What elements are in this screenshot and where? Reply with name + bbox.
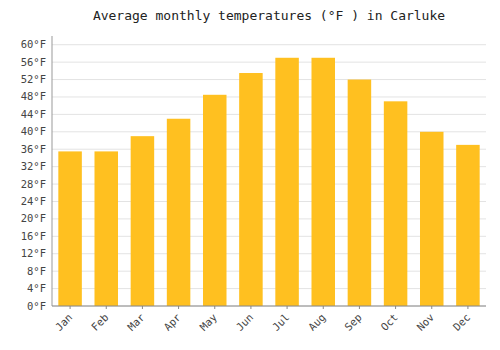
y-tick-label: 12°F	[21, 247, 46, 259]
x-tick-label: Feb	[89, 311, 111, 333]
x-tick	[323, 306, 324, 309]
x-tick	[431, 306, 432, 309]
y-tick-label: 48°F	[21, 90, 46, 102]
bar	[167, 119, 191, 306]
x-tick	[214, 306, 215, 309]
bar	[456, 145, 480, 306]
bar	[131, 136, 155, 306]
x-tick-label: Nov	[414, 311, 436, 333]
y-tick-label: 24°F	[21, 195, 46, 207]
bar	[94, 151, 118, 306]
x-tick-label: Aug	[306, 311, 328, 333]
chart: Average monthly temperatures (°F ) in Ca…	[0, 0, 500, 350]
grid-line	[52, 62, 486, 63]
bars	[58, 58, 479, 306]
bar	[348, 80, 372, 306]
x-tick-label: Jun	[233, 311, 255, 333]
y-tick-label: 60°F	[21, 38, 46, 50]
grid-line	[52, 306, 486, 307]
y-tick-label: 4°F	[27, 282, 46, 294]
y-tick-label: 52°F	[21, 73, 46, 85]
x-tick	[395, 306, 396, 309]
grid-line	[52, 44, 486, 45]
x-tick-label: Sep	[342, 311, 364, 333]
title: Average monthly temperatures (°F ) in Ca…	[93, 8, 445, 23]
x-tick-label: Jan	[53, 311, 75, 333]
x-tick-label: May	[197, 311, 219, 333]
y-tick-label: 56°F	[21, 56, 46, 68]
y-grid	[52, 45, 486, 306]
y-tick-label: 40°F	[21, 125, 46, 137]
x-tick-label: Jul	[270, 311, 292, 333]
bar	[239, 73, 263, 306]
grid-line	[52, 114, 486, 115]
y-tick-label: 36°F	[21, 143, 46, 155]
bar	[420, 132, 444, 306]
x-tick-label: Apr	[161, 311, 183, 333]
x-tick	[178, 306, 179, 309]
bar	[58, 151, 82, 306]
y-axis-line	[52, 36, 53, 306]
y-tick-label: 0°F	[27, 300, 46, 312]
y-tick-label: 8°F	[27, 265, 46, 277]
x-tick	[359, 306, 360, 309]
bar	[311, 58, 335, 306]
x-tick-label: Oct	[378, 311, 400, 333]
x-tick-label: Dec	[450, 311, 472, 333]
grid-line	[52, 79, 486, 80]
y-tick-label: 44°F	[21, 108, 46, 120]
y-tick-label: 16°F	[21, 230, 46, 242]
x-tick	[106, 306, 107, 309]
x-tick	[70, 306, 71, 309]
x-axis-line	[52, 306, 486, 307]
x-tick-label: Mar	[125, 311, 147, 333]
x-tick	[142, 306, 143, 309]
y-tick-label: 28°F	[21, 178, 46, 190]
bar	[384, 101, 408, 306]
x-tick	[467, 306, 468, 309]
x-tick	[287, 306, 288, 309]
x-tick	[250, 306, 251, 309]
bar	[275, 58, 299, 306]
bar	[203, 95, 227, 306]
y-tick-label: 20°F	[21, 212, 46, 224]
y-tick-label: 32°F	[21, 160, 46, 172]
grid-line	[52, 96, 486, 97]
